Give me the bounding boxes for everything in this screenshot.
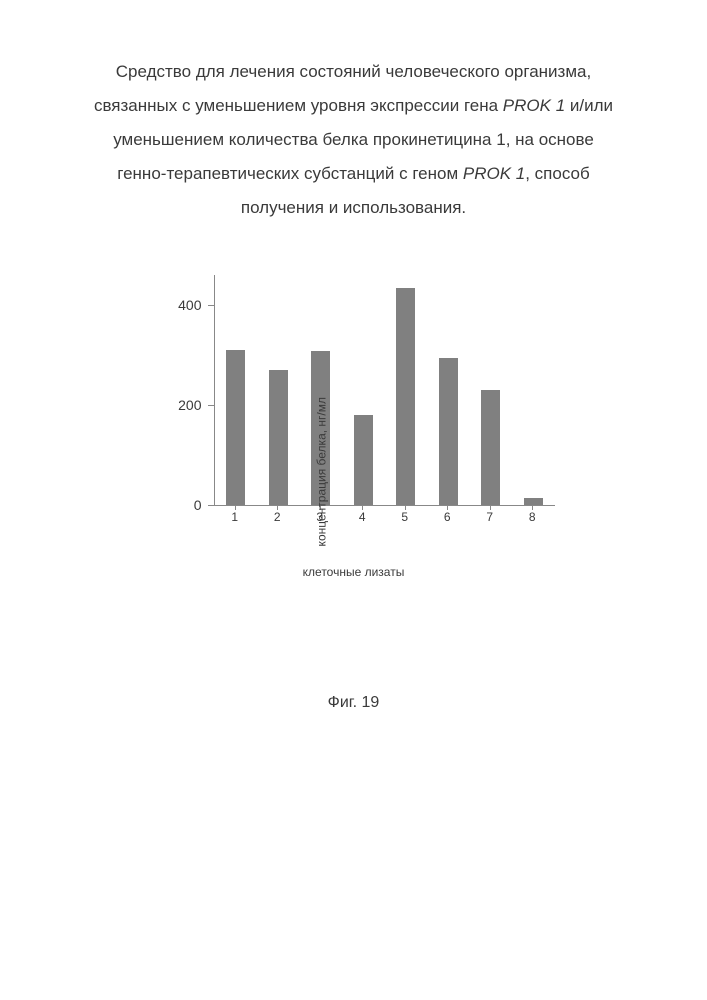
x-tick-label: 6 <box>444 510 451 524</box>
bar <box>354 415 373 505</box>
x-tick-label: 5 <box>401 510 408 524</box>
bar <box>269 370 288 505</box>
x-tick-label: 1 <box>231 510 238 524</box>
bar-chart: 0200400 12345678 концентрация белка, нг/… <box>144 275 564 535</box>
plot-area <box>214 275 555 506</box>
y-tick-label: 400 <box>178 297 201 313</box>
bars-container <box>215 275 555 505</box>
title-line-5: получения и использования. <box>70 191 637 225</box>
x-axis-label: клеточные лизаты <box>70 565 637 579</box>
figure-caption: Фиг. 19 <box>70 694 637 712</box>
y-tick-label: 200 <box>178 397 201 413</box>
title-line-4: генно-терапевтических субстанций с геном… <box>70 157 637 191</box>
y-tick-label: 0 <box>194 497 202 513</box>
page: Средство для лечения состояний человечес… <box>0 0 707 1000</box>
x-tick-label: 2 <box>274 510 281 524</box>
document-title: Средство для лечения состояний человечес… <box>70 55 637 225</box>
title-line-3: уменьшением количества белка прокинетици… <box>70 123 637 157</box>
gene-name: PROK 1 <box>503 96 565 115</box>
title-line-2: связанных с уменьшением уровня экспресси… <box>70 89 637 123</box>
x-tick-label: 7 <box>486 510 493 524</box>
x-tick-label: 4 <box>359 510 366 524</box>
bar <box>226 350 245 505</box>
bar <box>439 358 458 506</box>
title-line-1: Средство для лечения состояний человечес… <box>70 55 637 89</box>
bar <box>396 288 415 506</box>
x-tick-label: 8 <box>529 510 536 524</box>
bar <box>524 498 543 506</box>
y-axis-label: концентрация белка, нг/мл <box>314 397 328 546</box>
gene-name: PROK 1 <box>463 164 525 183</box>
bar <box>481 390 500 505</box>
